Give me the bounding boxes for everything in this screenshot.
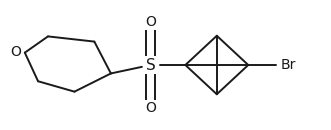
Text: O: O (145, 101, 156, 115)
Text: O: O (145, 15, 156, 29)
Text: O: O (10, 45, 21, 59)
Text: Br: Br (280, 58, 296, 72)
Text: S: S (146, 57, 156, 73)
